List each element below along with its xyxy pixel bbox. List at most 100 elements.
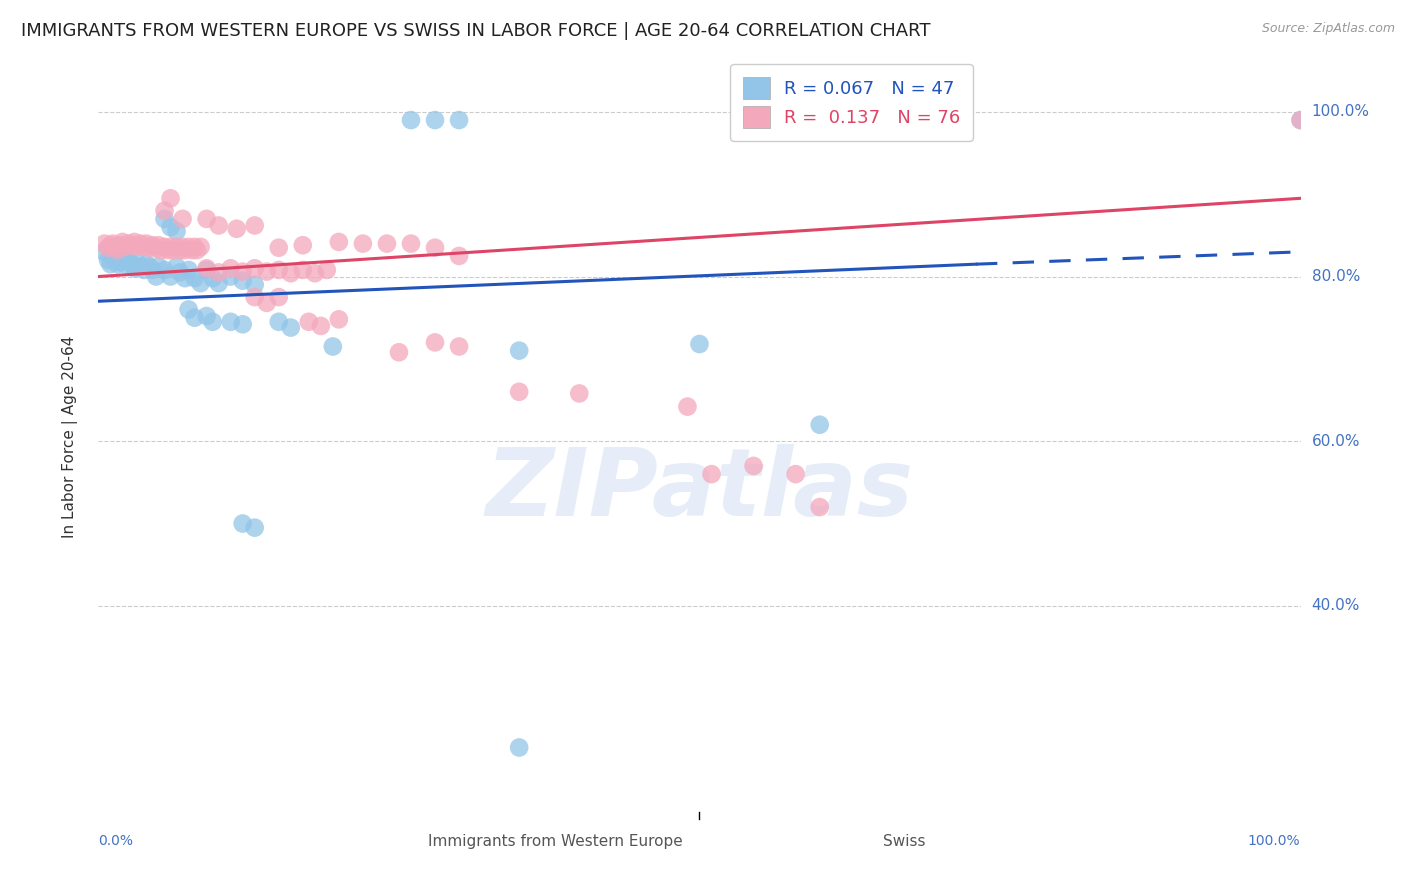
Point (190, 276, 212, 290)
Point (447, 113, 470, 128)
Point (195, 261, 218, 276)
Y-axis label: In Labor Force | Age 20-64: In Labor Force | Age 20-64 (62, 336, 77, 538)
Point (195, 309, 218, 323)
Point (166, 260, 188, 274)
Point (177, 263, 200, 277)
Point (232, 516, 254, 531)
Text: Swiss: Swiss (883, 834, 925, 849)
Point (808, 500, 831, 514)
Point (117, 236, 139, 251)
Point (232, 274, 254, 288)
Point (201, 271, 224, 285)
Point (166, 240, 188, 254)
Point (208, 276, 231, 290)
Point (107, 257, 129, 271)
Point (104, 253, 127, 268)
Point (298, 315, 321, 329)
Point (97, 253, 120, 268)
Point (108, 238, 131, 252)
Point (315, 263, 337, 277)
Point (108, 254, 131, 268)
Point (688, 337, 710, 351)
Point (399, 113, 422, 128)
Point (508, 384, 530, 399)
Point (232, 264, 254, 278)
Point (169, 243, 191, 257)
Point (111, 235, 134, 249)
Point (219, 315, 242, 329)
Point (145, 269, 167, 284)
Point (904, 113, 927, 128)
Point (153, 263, 176, 277)
Point (309, 318, 332, 333)
Point (114, 257, 136, 271)
Point (508, 343, 530, 358)
Point (201, 315, 224, 329)
Point (104, 240, 127, 254)
Point (291, 238, 314, 252)
Point (304, 266, 326, 280)
Point (169, 265, 191, 279)
Point (243, 219, 266, 233)
Point (195, 263, 218, 277)
Point (388, 345, 411, 359)
Point (183, 240, 205, 254)
Point (153, 211, 176, 226)
Point (107, 243, 129, 257)
Point (700, 467, 723, 482)
Text: ZIPatlas: ZIPatlas (485, 443, 914, 535)
Point (159, 191, 181, 205)
Point (172, 211, 194, 226)
Point (243, 261, 266, 276)
Point (256, 296, 278, 310)
Point (267, 241, 290, 255)
Point (172, 240, 194, 254)
Point (568, 386, 591, 401)
Point (190, 240, 212, 254)
Point (243, 290, 266, 304)
Point (1289, 113, 1312, 128)
Text: 100.0%: 100.0% (1249, 834, 1301, 848)
Point (195, 211, 218, 226)
Point (114, 240, 136, 254)
Point (100, 238, 122, 252)
Point (177, 302, 200, 317)
Point (183, 310, 205, 325)
Point (97, 241, 120, 255)
Point (267, 263, 290, 277)
Point (232, 318, 254, 332)
Point (145, 242, 167, 256)
Point (153, 203, 176, 218)
Point (148, 238, 170, 252)
Point (225, 221, 247, 235)
Point (138, 260, 160, 274)
Point (159, 220, 181, 235)
Point (280, 320, 302, 334)
Point (742, 458, 765, 473)
Point (399, 236, 422, 251)
Point (183, 271, 205, 285)
Point (125, 254, 148, 268)
Point (219, 269, 242, 284)
Point (159, 269, 181, 284)
Point (352, 236, 374, 251)
Point (267, 290, 290, 304)
Point (186, 243, 208, 257)
Point (100, 257, 122, 271)
Point (208, 219, 231, 233)
Text: 60.0%: 60.0% (1312, 434, 1360, 449)
Text: Source: ZipAtlas.com: Source: ZipAtlas.com (1261, 22, 1395, 36)
Point (157, 243, 180, 257)
Point (135, 257, 157, 271)
Point (280, 266, 302, 280)
Point (676, 400, 699, 414)
Point (375, 236, 398, 251)
Point (181, 243, 204, 257)
Point (124, 235, 146, 249)
Legend: R = 0.067   N = 47, R =  0.137   N = 76: R = 0.067 N = 47, R = 0.137 N = 76 (730, 64, 973, 141)
Point (129, 236, 152, 251)
Point (111, 253, 134, 268)
Point (177, 240, 200, 254)
Point (447, 249, 470, 263)
Point (808, 417, 831, 432)
